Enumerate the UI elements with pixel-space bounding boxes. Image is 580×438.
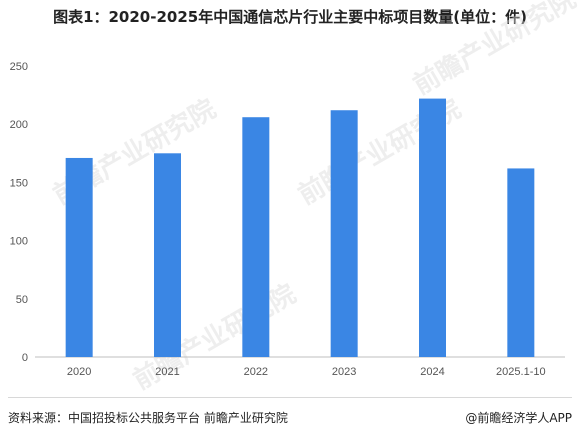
x-tick-label: 2023 [332, 366, 356, 378]
y-tick-label: 100 [10, 236, 28, 248]
bar-2022 [242, 117, 270, 357]
footer-divider [8, 397, 572, 398]
x-tick-label: 2020 [67, 366, 91, 378]
bar-2023 [330, 110, 358, 358]
bar-2025.1-10 [507, 168, 535, 357]
x-tick-label: 2025.1-10 [496, 366, 546, 378]
bar-2020 [65, 157, 93, 357]
bar-2024 [419, 98, 446, 357]
source-note: 资料来源：中国招投标公共服务平台 前瞻产业研究院 [8, 411, 288, 425]
x-axis-tick-labels: 2020 2021 2022 2023 2024 2025.1-10 [67, 366, 546, 378]
bars [65, 98, 535, 358]
y-tick-label: 200 [10, 119, 28, 131]
x-tick-label: 2022 [244, 366, 268, 378]
brand-credit: @前瞻经济学人APP [465, 411, 572, 425]
y-tick-label: 250 [10, 61, 28, 73]
y-axis-tick-labels: 0 50 100 150 200 250 [10, 61, 28, 364]
watermark-mark: 前瞻产业研究院 [408, 0, 580, 101]
watermark-mark: 前瞻产业研究院 [128, 278, 301, 395]
y-tick-label: 150 [10, 177, 28, 189]
y-tick-label: 50 [16, 294, 28, 306]
chart-title: 图表1：2020-2025年中国通信芯片行业主要中标项目数量(单位：件) [53, 8, 527, 26]
x-tick-label: 2021 [155, 366, 179, 378]
bar-2021 [154, 153, 181, 357]
x-tick-label: 2024 [420, 366, 444, 378]
y-tick-label: 0 [22, 352, 28, 364]
